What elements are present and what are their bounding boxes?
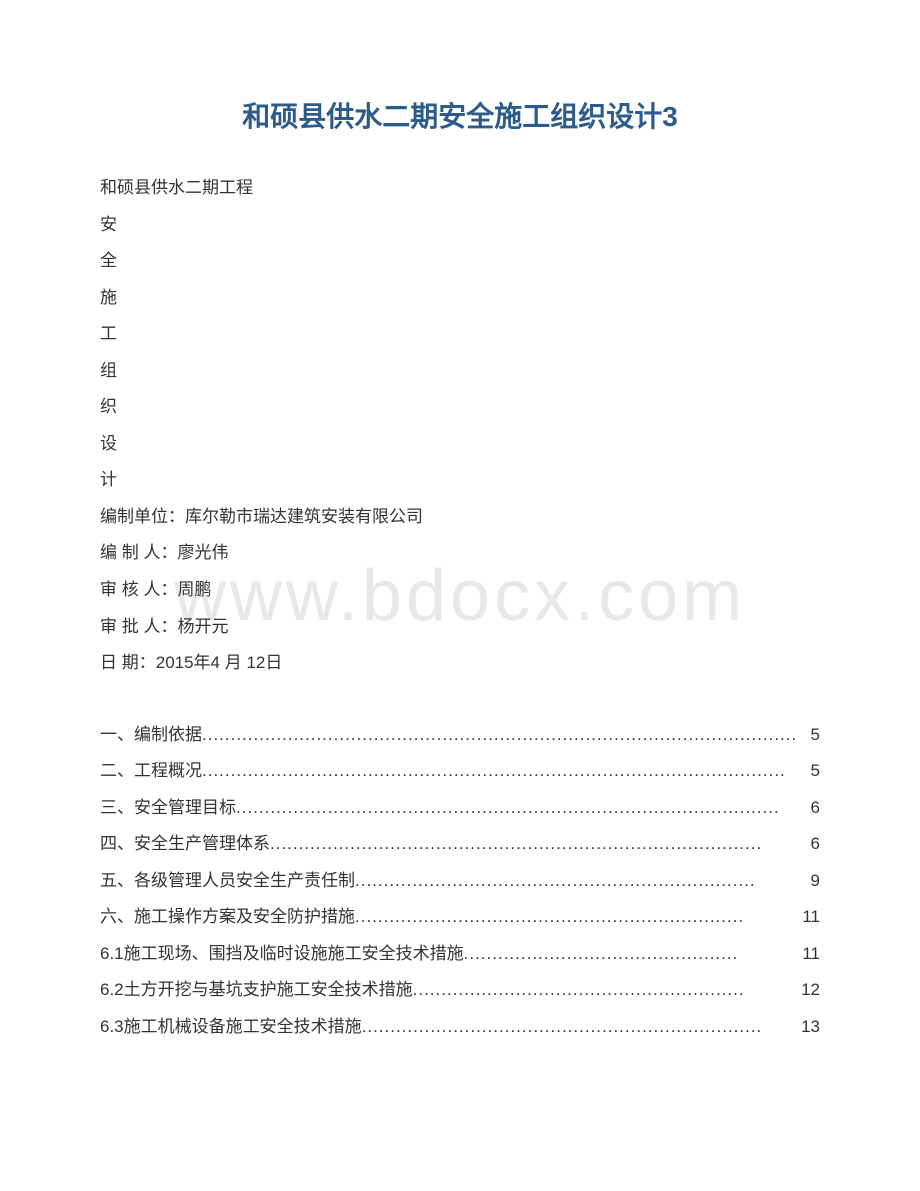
toc-dots: ........................................… (355, 863, 811, 900)
toc-page: 12 (801, 972, 820, 1009)
toc-page: 13 (801, 1009, 820, 1046)
toc-dots: ........................................… (202, 753, 811, 790)
date-label: 日 期： (100, 653, 156, 672)
toc-page: 5 (811, 753, 820, 790)
reviewer-line: 审 核 人：周鹏 (100, 572, 820, 609)
vertical-char-3: 工 (100, 316, 820, 353)
vertical-char-1: 全 (100, 243, 820, 280)
unit-line: 编制单位：库尔勒市瑞达建筑安装有限公司 (100, 499, 820, 536)
toc-item: 6.2土方开挖与基坑支护施工安全技术措施 ...................… (100, 972, 820, 1009)
toc-label: 六、施工操作方案及安全防护措施 (100, 899, 355, 936)
toc-label: 二、工程概况 (100, 753, 202, 790)
toc-item: 四、安全生产管理体系 .............................… (100, 826, 820, 863)
document-title: 和硕县供水二期安全施工组织设计3 (100, 95, 820, 135)
toc-dots: ........................................… (202, 717, 811, 754)
vertical-char-7: 计 (100, 462, 820, 499)
author-line: 编 制 人：廖光伟 (100, 535, 820, 572)
toc-dots: ........................................… (362, 1009, 801, 1046)
toc-dots: ........................................… (236, 790, 811, 827)
reviewer-label: 审 核 人： (100, 580, 177, 599)
toc-label: 五、各级管理人员安全生产责任制 (100, 863, 355, 900)
toc-label: 6.2土方开挖与基坑支护施工安全技术措施 (100, 972, 413, 1009)
toc-dots: ........................................… (464, 936, 803, 973)
toc-page: 6 (811, 790, 820, 827)
toc-label: 三、安全管理目标 (100, 790, 236, 827)
table-of-contents: 一、编制依据 .................................… (100, 717, 820, 1046)
vertical-char-5: 织 (100, 389, 820, 426)
vertical-char-0: 安 (100, 207, 820, 244)
toc-dots: ........................................… (413, 972, 801, 1009)
toc-page: 5 (811, 717, 820, 754)
toc-item: 6.3施工机械设备施工安全技术措施 ......................… (100, 1009, 820, 1046)
approver-value: 杨开元 (177, 617, 228, 636)
toc-item: 二、工程概况 .................................… (100, 753, 820, 790)
date-value: 2015年4 月 12日 (156, 653, 283, 672)
toc-label: 6.3施工机械设备施工安全技术措施 (100, 1009, 362, 1046)
vertical-char-6: 设 (100, 426, 820, 463)
reviewer-value: 周鹏 (177, 580, 211, 599)
toc-item: 6.1施工现场、围挡及临时设施施工安全技术措施 ................… (100, 936, 820, 973)
date-line: 日 期：2015年4 月 12日 (100, 645, 820, 682)
toc-item: 一、编制依据 .................................… (100, 717, 820, 754)
toc-label: 一、编制依据 (100, 717, 202, 754)
toc-dots: ........................................… (355, 899, 802, 936)
vertical-char-4: 组 (100, 353, 820, 390)
unit-value: 库尔勒市瑞达建筑安装有限公司 (185, 507, 423, 526)
toc-item: 六、施工操作方案及安全防护措施 ........................… (100, 899, 820, 936)
toc-item: 五、各级管理人员安全生产责任制 ........................… (100, 863, 820, 900)
vertical-char-2: 施 (100, 280, 820, 317)
toc-dots: ........................................… (270, 826, 811, 863)
toc-page: 11 (802, 936, 820, 973)
approver-label: 审 批 人： (100, 617, 177, 636)
document-header: 和硕县供水二期工程 安 全 施 工 组 织 设 计 编制单位：库尔勒市瑞达建筑安… (100, 170, 820, 682)
toc-page: 6 (811, 826, 820, 863)
author-value: 廖光伟 (177, 543, 228, 562)
toc-item: 三、安全管理目标 ...............................… (100, 790, 820, 827)
approver-line: 审 批 人：杨开元 (100, 609, 820, 646)
unit-label: 编制单位： (100, 507, 185, 526)
toc-label: 四、安全生产管理体系 (100, 826, 270, 863)
toc-page: 9 (811, 863, 820, 900)
toc-page: 11 (802, 899, 820, 936)
document-content: 和硕县供水二期安全施工组织设计3 和硕县供水二期工程 安 全 施 工 组 织 设… (100, 95, 820, 1046)
toc-label: 6.1施工现场、围挡及临时设施施工安全技术措施 (100, 936, 464, 973)
author-label: 编 制 人： (100, 543, 177, 562)
project-name: 和硕县供水二期工程 (100, 170, 820, 207)
